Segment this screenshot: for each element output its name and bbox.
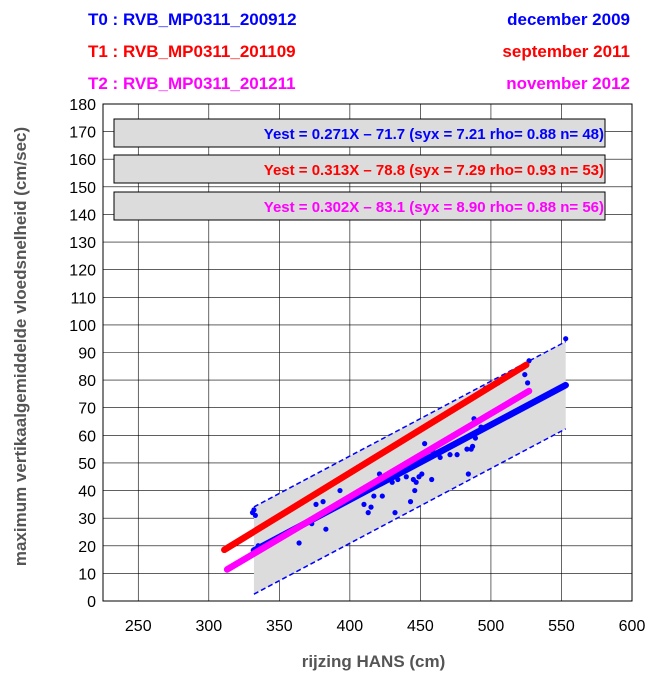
x-tick-label: 550 (548, 618, 575, 635)
y-tick-label: 160 (69, 152, 96, 169)
data-point (465, 471, 471, 477)
y-tick-label: 140 (69, 207, 96, 224)
y-tick-label: 130 (69, 235, 96, 252)
data-point (379, 493, 385, 499)
data-point (296, 540, 302, 546)
data-point (337, 487, 343, 494)
y-tick-label: 0 (87, 594, 96, 611)
y-axis-label: maximum vertikaalgemiddelde vloedsnelhei… (11, 127, 30, 566)
y-tick-label: 100 (69, 318, 96, 335)
y-tick-label: 120 (69, 263, 96, 280)
series-t1-label: T1 : RVB_MP0311_201109 (88, 42, 296, 61)
data-point (469, 443, 476, 449)
data-point (412, 487, 418, 494)
equation-box (113, 154, 606, 184)
equation-text: Yest = 0.302X – 83.1 (syx = 8.90 rho= 0.… (264, 199, 604, 216)
series-t1-date: september 2011 (502, 42, 630, 61)
y-tick-label: 110 (70, 290, 96, 307)
x-tick-labels: 250 300 350 400 450 500 550 600 (125, 618, 646, 635)
data-point (392, 510, 398, 516)
data-point (368, 504, 374, 510)
y-tick-label: 180 (69, 97, 96, 114)
data-point (313, 501, 319, 507)
y-tick-labels: 0 10 20 30 40 50 60 70 80 90 100 110 120 130 140 150 160… (69, 97, 96, 611)
equation-text: Yest = 0.271X – 71.7 (syx = 7.21 rho= 0.… (264, 126, 604, 143)
data-point (429, 476, 435, 483)
plot-frame (102, 103, 633, 602)
series-t0-label: T0 : RVB_MP0311_200912 (88, 10, 297, 29)
x-tick-label: 450 (407, 618, 434, 635)
series-t2-date: november 2012 (506, 74, 630, 93)
y-tick-label: 20 (78, 539, 96, 556)
x-tick-label: 250 (125, 618, 152, 635)
y-tick-label: 170 (69, 125, 96, 142)
equation-text: Yest = 0.313X – 78.8 (syx = 7.29 rho= 0.… (264, 162, 604, 179)
data-point (407, 499, 414, 505)
regression-lines (221, 361, 569, 573)
y-tick-label: 70 (78, 401, 96, 418)
y-tick-label: 90 (78, 346, 96, 363)
data-point (323, 526, 329, 532)
x-tick-label: 300 (195, 618, 222, 635)
data-point (371, 493, 377, 499)
data-point (361, 501, 367, 507)
regression-line-t1 (221, 361, 530, 554)
regression-line-t2 (223, 387, 533, 573)
y-tick-label: 150 (69, 180, 96, 197)
series-t2-label: T2 : RVB_MP0311_201211 (88, 74, 296, 93)
band-upper-edge (253, 340, 567, 508)
data-point (447, 452, 453, 458)
data-point (464, 446, 470, 452)
data-point (251, 507, 257, 513)
equation-box (113, 118, 606, 148)
data-point (563, 336, 569, 342)
data-point (422, 441, 428, 447)
x-tick-label: 400 (337, 618, 364, 635)
x-tick-label: 350 (266, 618, 293, 635)
x-tick-label: 600 (619, 618, 646, 635)
data-point (320, 499, 326, 505)
data-point (252, 512, 258, 519)
band-lower-edge (253, 428, 567, 595)
y-tick-label: 60 (78, 428, 96, 445)
data-point (522, 371, 528, 378)
y-tick-label: 10 (78, 566, 96, 583)
data-point (419, 471, 425, 477)
equation-boxes: Yest = 0.271X – 71.7 (syx = 7.21 rho= 0.… (113, 118, 606, 221)
data-point (525, 380, 531, 386)
x-tick-label: 500 (478, 618, 505, 635)
y-tick-label: 30 (78, 511, 96, 528)
data-point (365, 510, 371, 516)
data-point (413, 479, 419, 485)
data-point (454, 452, 460, 458)
y-tick-label: 50 (78, 456, 96, 473)
equation-box (113, 191, 606, 221)
y-tick-label: 80 (78, 373, 96, 390)
series-t0-date: december 2009 (507, 10, 630, 29)
x-axis-label: rijzing HANS (cm) (302, 652, 446, 671)
data-point (403, 474, 409, 480)
y-tick-label: 40 (78, 484, 96, 501)
